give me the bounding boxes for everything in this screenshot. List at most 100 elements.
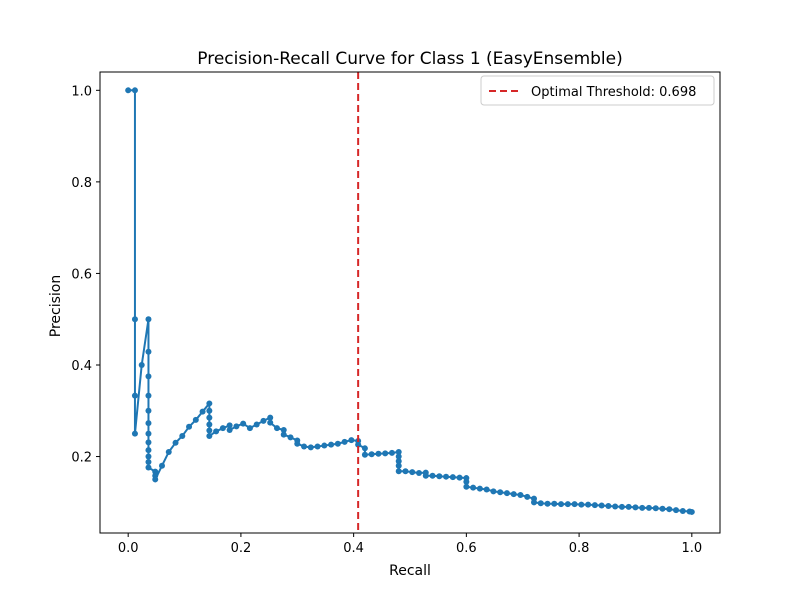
pr-curve-point — [612, 503, 618, 509]
pr-curve-point — [524, 494, 530, 500]
pr-curve-point — [545, 501, 551, 507]
pr-curve-point — [619, 504, 625, 510]
pr-curve-point — [213, 428, 219, 434]
pr-curve-point — [301, 443, 307, 449]
pr-curve-point — [294, 441, 300, 447]
pr-curve-point — [470, 485, 476, 491]
pr-curve-point — [375, 451, 381, 457]
pr-curve-point — [315, 443, 321, 449]
pr-curve-point — [145, 454, 151, 460]
pr-curve-point — [145, 316, 151, 322]
pr-curve-point — [443, 474, 449, 480]
y-tick-label: 0.6 — [71, 267, 92, 282]
pr-curve-point — [267, 420, 273, 426]
pr-curve-point — [463, 484, 469, 490]
y-axis-label: Precision — [48, 275, 64, 337]
pr-curve-point — [281, 432, 287, 438]
pr-curve-point — [632, 504, 638, 510]
pr-curve-point — [666, 506, 672, 512]
pr-curve-point — [585, 502, 591, 508]
pr-curve-point — [145, 439, 151, 445]
pr-curve-point — [254, 422, 260, 428]
pr-curve-point — [233, 423, 239, 429]
pr-curve-point — [260, 418, 266, 424]
pr-curve-point — [132, 393, 138, 399]
pr-curve-point — [193, 417, 199, 423]
pr-curve-point — [450, 474, 456, 480]
pr-curve-point — [166, 449, 172, 455]
pr-curve-point — [206, 427, 212, 433]
pr-curve-point — [145, 431, 151, 437]
pr-curve-point — [139, 362, 145, 368]
chart-title: Precision-Recall Curve for Class 1 (Easy… — [197, 49, 623, 69]
pr-curve-point — [477, 486, 483, 492]
pr-curve-point — [362, 452, 368, 458]
pr-curve-point — [206, 422, 212, 428]
pr-curve-point — [660, 506, 666, 512]
pr-curve-point — [288, 434, 294, 440]
pr-curve-point — [247, 425, 253, 431]
x-tick-label: 0.2 — [231, 541, 252, 556]
pr-curve-point — [565, 501, 571, 507]
pr-curve-point — [274, 425, 280, 431]
pr-curve-point — [517, 492, 523, 498]
pr-curve-point — [396, 468, 402, 474]
x-tick-label: 0.6 — [456, 541, 477, 556]
pr-curve-point — [402, 468, 408, 474]
pr-curve-point — [389, 450, 395, 456]
pr-curve-point — [125, 87, 131, 93]
pr-curve-point — [186, 424, 192, 430]
pr-curve-point — [409, 469, 415, 475]
pr-curve-point — [646, 505, 652, 511]
pr-curve-point — [308, 444, 314, 450]
pr-curve-point — [430, 473, 436, 479]
x-tick-label: 0.4 — [343, 541, 364, 556]
pr-curve-point — [328, 442, 334, 448]
pr-curve-point — [457, 475, 463, 481]
pr-curve-point — [599, 503, 605, 509]
pr-curve-point — [220, 425, 226, 431]
pr-curve-point — [396, 463, 402, 469]
pr-curve-point — [206, 433, 212, 439]
pr-curve-point — [605, 503, 611, 509]
pr-curve-point — [626, 504, 632, 510]
pr-curve-point — [689, 509, 695, 515]
pr-curve-point — [653, 505, 659, 511]
x-axis-label: Recall — [389, 563, 431, 579]
pr-curve-point — [490, 488, 496, 494]
y-tick-label: 1.0 — [71, 84, 92, 99]
pr-curve-point — [240, 421, 246, 427]
x-tick-label: 0.0 — [118, 541, 139, 556]
pr-curve-point — [145, 408, 151, 414]
pr-curve-point — [578, 502, 584, 508]
pr-curve-point — [673, 507, 679, 513]
pr-curve-point — [511, 491, 517, 497]
pr-curve-point — [348, 437, 354, 443]
pr-curve-point — [497, 489, 503, 495]
x-tick-label: 0.8 — [569, 541, 590, 556]
pr-curve-point — [416, 470, 422, 476]
pr-curve-point — [369, 451, 375, 457]
pr-curve-point — [145, 465, 151, 471]
pr-curve-point — [484, 487, 490, 493]
pr-curve-point — [335, 441, 341, 447]
y-tick-label: 0.8 — [71, 176, 92, 191]
pr-curve-point — [159, 463, 165, 469]
pr-curve-point — [680, 508, 686, 514]
pr-curve-point — [436, 473, 442, 479]
pr-curve-point — [145, 447, 151, 453]
pr-curve-point — [145, 393, 151, 399]
pr-curve-point — [551, 501, 557, 507]
pr-curve-point — [132, 431, 138, 437]
pr-curve-point — [572, 501, 578, 507]
pr-curve-point — [145, 420, 151, 426]
pr-curve-point — [227, 427, 233, 433]
pr-curve-point — [321, 443, 327, 449]
pr-curve-point — [423, 473, 429, 479]
pr-curve-point — [145, 349, 151, 355]
legend: Optimal Threshold: 0.698 — [481, 76, 714, 105]
pr-curve-point — [382, 450, 388, 456]
pr-curve-point — [362, 445, 368, 451]
legend-threshold-label: Optimal Threshold: 0.698 — [531, 85, 696, 100]
